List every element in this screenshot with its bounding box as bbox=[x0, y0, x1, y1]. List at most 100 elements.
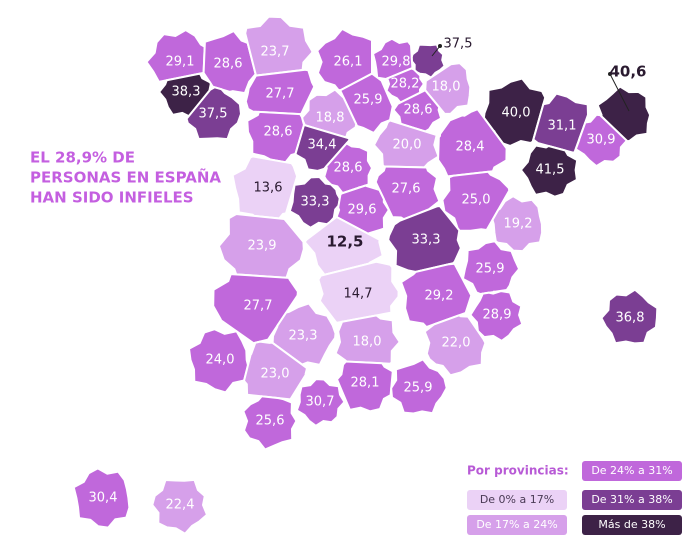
province-value: 19,2 bbox=[504, 217, 533, 232]
province-value: 24,0 bbox=[206, 353, 235, 368]
province-value: 25,6 bbox=[256, 414, 285, 429]
province-value: 29,6 bbox=[348, 203, 377, 218]
provinces bbox=[72, 15, 659, 535]
province bbox=[387, 204, 462, 273]
province bbox=[335, 360, 394, 413]
province-value: 28,1 bbox=[351, 376, 380, 391]
province-value: 13,6 bbox=[254, 181, 283, 196]
legend-label: Más de 38% bbox=[598, 518, 665, 531]
province bbox=[295, 378, 346, 428]
province bbox=[437, 107, 508, 178]
province-value: 28,6 bbox=[214, 57, 243, 72]
province-value: 28,6 bbox=[404, 103, 433, 118]
province bbox=[390, 358, 448, 415]
province-value: 22,0 bbox=[442, 336, 471, 351]
province-value: 25,9 bbox=[476, 262, 505, 277]
legend-swatch bbox=[582, 461, 682, 481]
province-value: 29,8 bbox=[382, 55, 411, 70]
legend-title: Por provincias: bbox=[467, 464, 569, 478]
province bbox=[242, 395, 298, 451]
headline: PERSONAS EN ESPAÑA bbox=[30, 168, 221, 187]
province bbox=[469, 290, 524, 343]
province bbox=[399, 262, 473, 329]
label-pointer-dot bbox=[608, 72, 612, 76]
province-value: 34,4 bbox=[308, 138, 337, 153]
province-value: 37,5 bbox=[199, 107, 228, 122]
province bbox=[157, 72, 212, 118]
province-value: 27,6 bbox=[392, 182, 421, 197]
label-pointer bbox=[609, 73, 630, 112]
province bbox=[532, 92, 590, 154]
province-value: 40,0 bbox=[502, 106, 531, 121]
province-value: 41,5 bbox=[536, 163, 565, 178]
province-value: 30,7 bbox=[306, 395, 335, 410]
province-value: 23,9 bbox=[248, 239, 277, 254]
province-value: 25,9 bbox=[404, 381, 433, 396]
province-value: 28,4 bbox=[456, 140, 485, 155]
province-value: 27,7 bbox=[244, 299, 273, 314]
province-value: 30,9 bbox=[587, 133, 616, 148]
province-value: 33,3 bbox=[301, 195, 330, 210]
province-value: 25,0 bbox=[462, 193, 491, 208]
province bbox=[372, 119, 440, 169]
province-value: 18,0 bbox=[353, 335, 382, 350]
province-value: 12,5 bbox=[326, 233, 363, 251]
province bbox=[244, 68, 316, 116]
province-value: 40,6 bbox=[609, 63, 646, 81]
legend-label: De 31% a 38% bbox=[591, 493, 672, 506]
province-value: 30,4 bbox=[89, 491, 118, 506]
legend-label: De 24% a 31% bbox=[591, 464, 672, 477]
province-value: 28,2 bbox=[391, 77, 420, 92]
province-value: 23,0 bbox=[261, 367, 290, 382]
province-value: 37,5 bbox=[444, 37, 473, 52]
province-value: 28,6 bbox=[264, 125, 293, 140]
province bbox=[574, 113, 629, 168]
province-labels: 29,1 28,6 23,7 26,1 29,8 37,5 38,3 37,5 27,7 28,2… bbox=[89, 37, 647, 513]
headline: HAN SIDO INFIELES bbox=[30, 189, 194, 207]
province-value: 38,3 bbox=[172, 85, 201, 100]
province bbox=[294, 124, 351, 172]
province-value: 26,1 bbox=[334, 55, 363, 70]
province-value: 28,6 bbox=[334, 161, 363, 176]
province-value: 27,7 bbox=[266, 87, 295, 102]
province bbox=[423, 314, 487, 377]
legend-swatch bbox=[467, 515, 567, 535]
province bbox=[392, 88, 443, 133]
province-value: 22,4 bbox=[166, 498, 195, 513]
label-pointer bbox=[431, 45, 441, 57]
province-value: 28,9 bbox=[483, 308, 512, 323]
province bbox=[335, 184, 390, 235]
province-value: 20,0 bbox=[393, 138, 422, 153]
legend-swatch bbox=[582, 490, 682, 510]
province-value: 36,8 bbox=[616, 311, 645, 326]
province bbox=[334, 314, 401, 365]
label-pointer-dot bbox=[438, 44, 442, 48]
headline: EL 28,9% DE bbox=[30, 149, 135, 167]
province-value: 18,0 bbox=[432, 80, 461, 95]
province-value: 31,1 bbox=[548, 119, 577, 134]
legend-swatch bbox=[582, 515, 682, 535]
province bbox=[600, 288, 659, 345]
province bbox=[217, 212, 305, 279]
province bbox=[271, 302, 337, 367]
province bbox=[72, 467, 131, 529]
province-value: 29,1 bbox=[166, 55, 195, 70]
legend-label: De 0% a 17% bbox=[480, 493, 554, 506]
province-value: 18,8 bbox=[316, 111, 345, 126]
province bbox=[202, 29, 257, 95]
province bbox=[491, 195, 544, 253]
province-value: 23,7 bbox=[261, 45, 290, 60]
province bbox=[187, 328, 250, 394]
province-value: 25,9 bbox=[354, 93, 383, 108]
legend-swatch bbox=[467, 490, 567, 510]
province-value: 23,3 bbox=[289, 329, 318, 344]
province bbox=[519, 144, 579, 198]
province bbox=[303, 215, 384, 276]
province-value: 29,2 bbox=[425, 289, 454, 304]
province-value: 14,7 bbox=[344, 287, 373, 302]
legend-label: De 17% a 24% bbox=[476, 518, 557, 531]
province bbox=[316, 27, 373, 92]
province bbox=[300, 88, 358, 139]
province-value: 33,3 bbox=[412, 233, 441, 248]
